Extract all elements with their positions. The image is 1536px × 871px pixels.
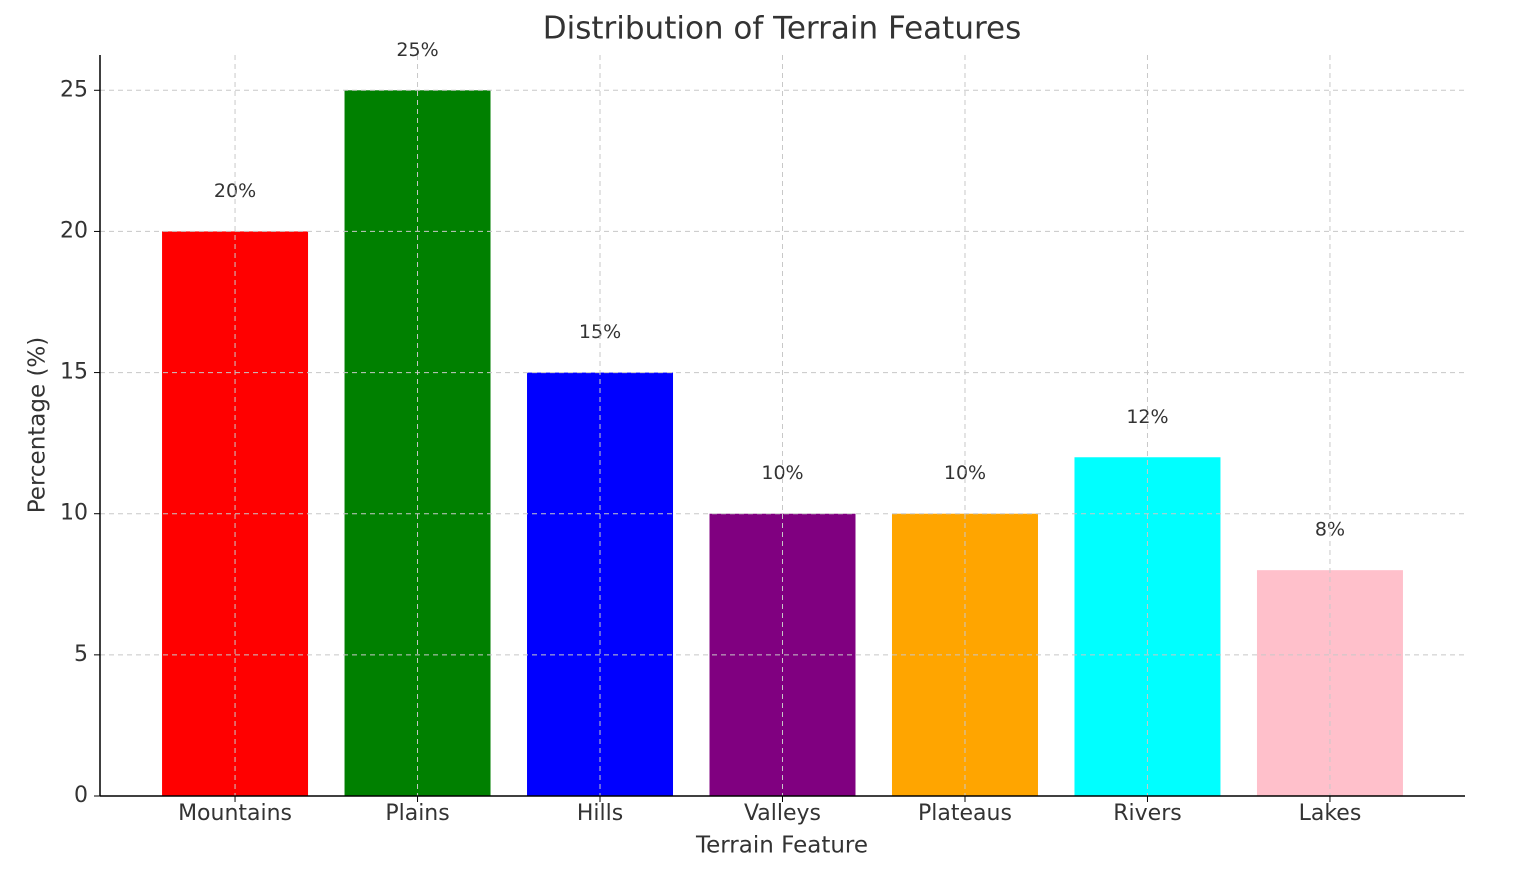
x-tick-label: Mountains — [178, 801, 292, 826]
y-tick-label: 10 — [60, 501, 88, 526]
x-axis-label: Terrain Feature — [695, 833, 868, 859]
chart-title: Distribution of Terrain Features — [543, 11, 1022, 47]
y-tick-label: 0 — [74, 783, 88, 808]
y-tick-label: 15 — [60, 360, 88, 385]
y-tick-label: 25 — [60, 77, 88, 102]
x-tick-label: Valleys — [744, 801, 821, 826]
x-tick-label: Rivers — [1113, 801, 1181, 826]
y-axis-label: Percentage (%) — [25, 337, 51, 514]
value-label: 8% — [1315, 519, 1345, 541]
x-tick-label: Hills — [577, 801, 623, 826]
y-tick-label: 20 — [60, 218, 88, 243]
value-label: 25% — [396, 39, 438, 61]
y-tick-label: 5 — [74, 642, 88, 667]
x-tick-label: Lakes — [1299, 801, 1362, 826]
x-tick-label: Plains — [385, 801, 449, 826]
value-label: 15% — [579, 321, 621, 343]
x-tick-label: Plateaus — [918, 801, 1012, 826]
